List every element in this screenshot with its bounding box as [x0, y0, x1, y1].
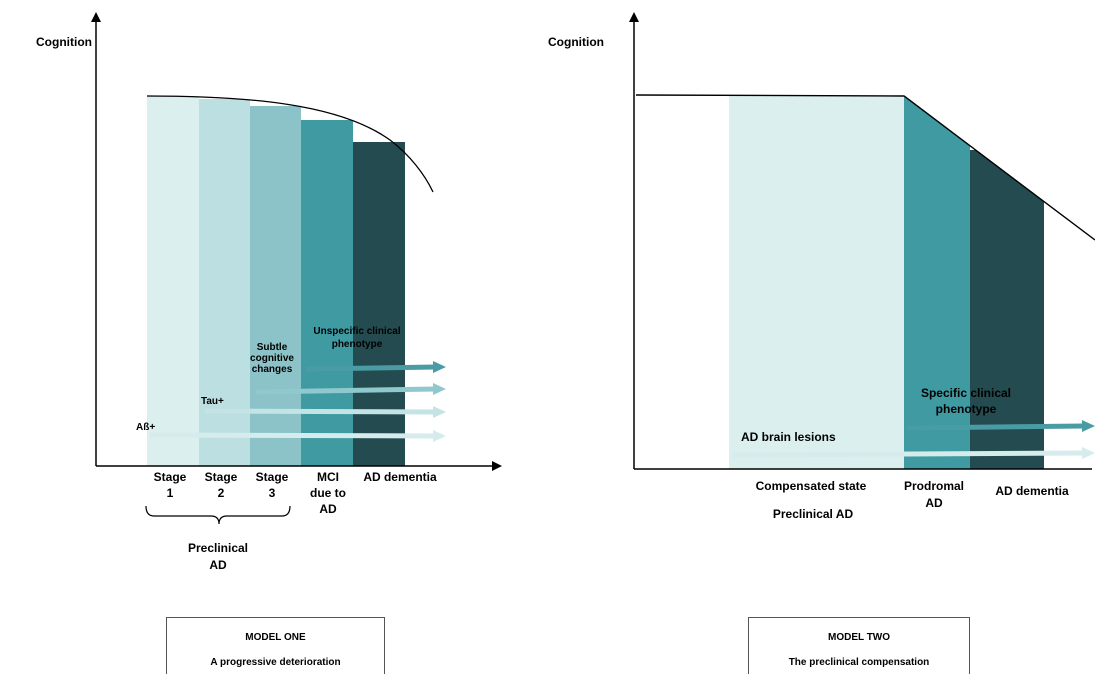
- model-one-y-axis-label: Cognition: [36, 35, 92, 49]
- model-one-cognition-curve: [146, 95, 434, 193]
- model-two-stage-label-compensated: Compensated state: [756, 479, 867, 493]
- model-two-caption-box: MODEL TWO The preclinical compensation: [748, 617, 970, 674]
- model-one-arrow-unspecific: [305, 361, 446, 373]
- model-one-stage-label-dementia: AD dementia: [363, 470, 437, 484]
- model-one-subtitle: A progressive deterioration: [210, 657, 341, 668]
- model-one-stage-3-band: [250, 106, 301, 466]
- model-one-stage-1-band: [147, 96, 199, 466]
- model-two-stage-label-prodromal: Prodromal AD: [904, 479, 964, 510]
- model-one-arrow-label-abeta: Aß+: [136, 422, 155, 433]
- model-two-compensated-band: [729, 96, 904, 469]
- model-one-title: MODEL ONE: [245, 632, 306, 643]
- model-two-dementia-band: [970, 150, 1044, 469]
- model-two-preclinical-label: Preclinical AD: [773, 507, 854, 521]
- model-one-arrow-abeta: [149, 430, 446, 442]
- model-two-arrow-label-lesions: AD brain lesions: [741, 430, 836, 444]
- model-one-brace-label: Preclinical AD: [188, 541, 248, 572]
- model-one-preclinical-brace: [145, 505, 291, 525]
- model-two-arrow-label-specific: Specific clinical phenotype: [921, 386, 1011, 416]
- model-one-stage-label-3: Stage 3: [256, 470, 289, 500]
- model-one-stage-label-mci: MCI due to AD: [310, 470, 346, 516]
- model-one-caption-box: MODEL ONE A progressive deterioration: [166, 617, 385, 674]
- model-one-dementia-band: [353, 142, 405, 466]
- model-two-chart: Cognition AD brain lesions Specific clin…: [548, 12, 1095, 521]
- model-one-stage-2-band: [199, 99, 250, 466]
- model-two-prodromal-band: [904, 96, 970, 469]
- model-one-arrow-label-unspecific: Unspecific clinical phenotype: [313, 326, 400, 350]
- model-two-y-axis-label: Cognition: [548, 35, 604, 49]
- model-two-arrow-specific: [906, 420, 1095, 432]
- model-one-stage-label-1: Stage 1: [154, 470, 187, 500]
- model-one-mci-band: [301, 120, 353, 466]
- model-two-cognition-line: [635, 94, 1095, 241]
- model-one-arrow-subtle: [255, 383, 446, 395]
- model-one-arrow-label-subtle: Subtle cognitive changes: [250, 342, 294, 375]
- model-two-stage-label-dementia: AD dementia: [995, 484, 1069, 498]
- model-one-chart: Cognition Aß+ Tau+ Subtle cognitive change…: [36, 12, 502, 572]
- model-two-subtitle: The preclinical compensation: [788, 657, 930, 668]
- model-one-arrow-label-tau: Tau+: [201, 396, 224, 407]
- model-one-stage-label-2: Stage 2: [205, 470, 238, 500]
- model-two-arrow-lesions: [732, 447, 1095, 459]
- model-one-arrow-tau: [204, 406, 446, 418]
- model-two-title: MODEL TWO: [827, 632, 891, 643]
